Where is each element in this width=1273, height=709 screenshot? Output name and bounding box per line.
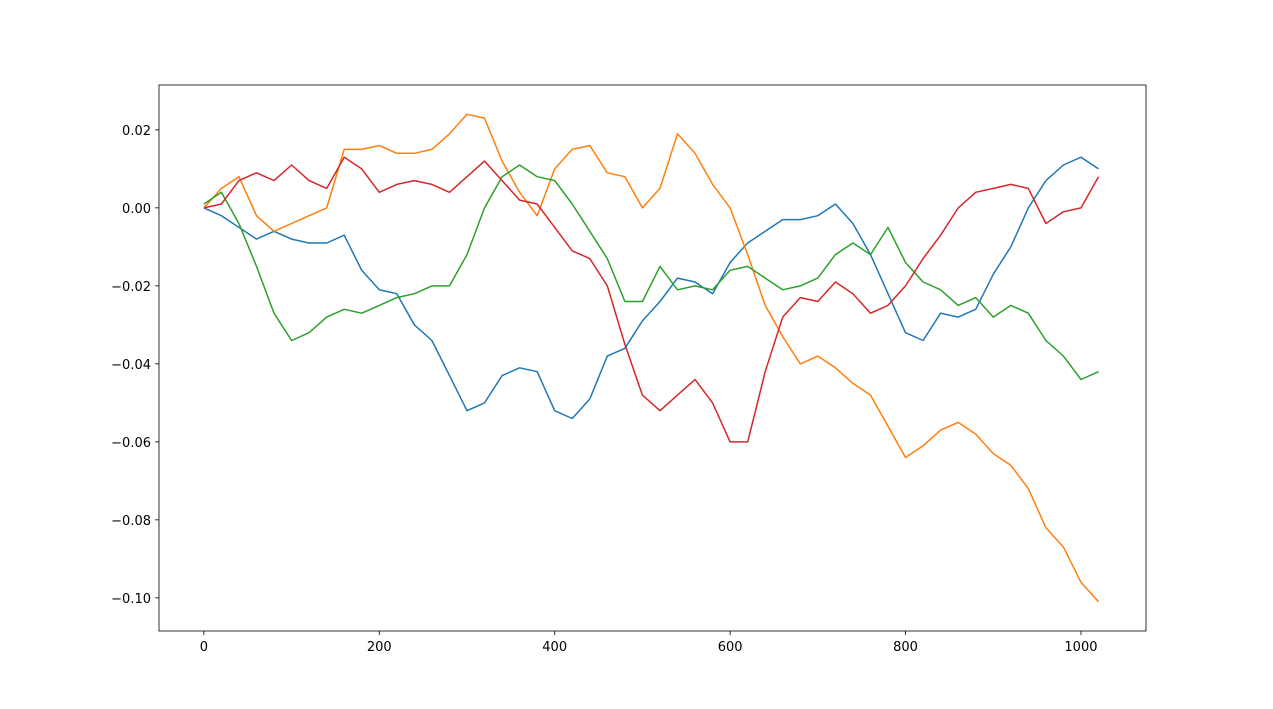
y-tick-label: 0.00 bbox=[122, 202, 151, 217]
line-series bbox=[203, 164, 1099, 381]
x-tick-label: 600 bbox=[718, 640, 743, 655]
y-tick-label: −0.10 bbox=[111, 592, 151, 607]
line-series bbox=[203, 113, 1100, 603]
x-tick-label: 800 bbox=[893, 640, 918, 655]
y-tick-label: −0.06 bbox=[111, 436, 151, 451]
line-series bbox=[203, 156, 1099, 420]
x-tick-label: 200 bbox=[367, 640, 392, 655]
y-tick-label: 0.02 bbox=[122, 124, 151, 139]
y-tick-label: −0.02 bbox=[111, 280, 151, 295]
y-tick-label: −0.04 bbox=[111, 358, 151, 373]
x-tick-label: 0 bbox=[200, 640, 208, 655]
x-tick-label: 400 bbox=[542, 640, 567, 655]
x-tick-label: 1000 bbox=[1064, 640, 1097, 655]
plot-frame bbox=[158, 84, 1147, 632]
y-tick-label: −0.08 bbox=[111, 514, 151, 529]
line-series bbox=[203, 156, 1100, 443]
